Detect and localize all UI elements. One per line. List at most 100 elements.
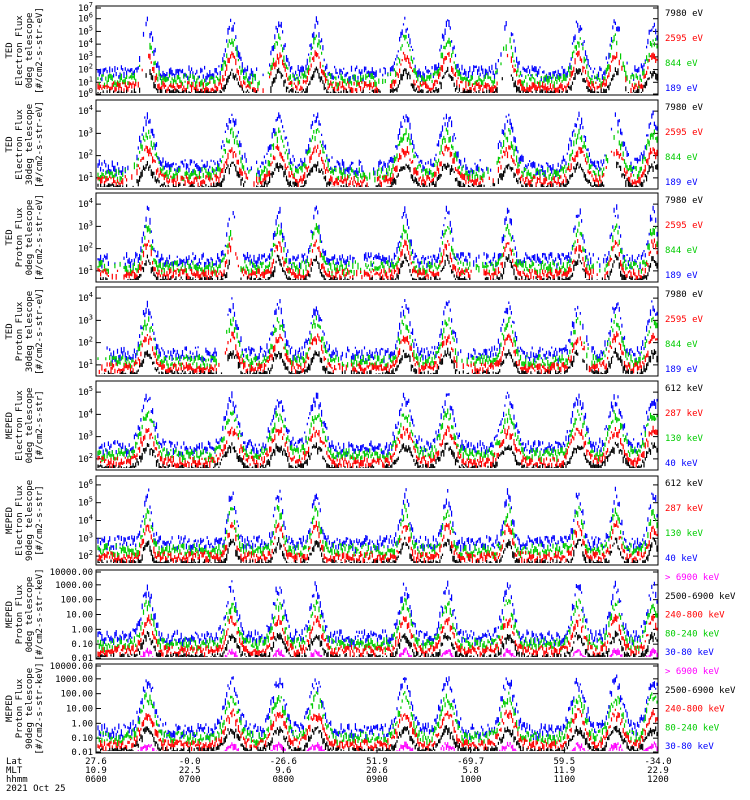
- y-axis-label: 90deg telescope: [25, 668, 35, 749]
- panel-7: 0.01 0.10 1.00 10.00 100.00 1000.00 10000.00 ME…: [5, 568, 736, 664]
- y-axis-label: Proton Flux: [15, 584, 25, 644]
- y-tick-label: 104: [78, 407, 93, 420]
- y-axis-label: Proton Flux: [15, 301, 25, 361]
- y-axis-label: Proton Flux: [15, 207, 25, 267]
- y-tick-label: 103: [78, 126, 93, 139]
- series-trace: [97, 127, 658, 184]
- legend-entry: 40 keV: [665, 459, 698, 469]
- legend-entry: 30-80 keV: [665, 742, 714, 752]
- legend-entry: 2595 eV: [665, 34, 704, 44]
- y-axis-label: Electron Flux: [15, 485, 25, 556]
- y-tick-label: 104: [78, 197, 93, 210]
- y-tick-label: 100.00: [60, 596, 93, 606]
- y-tick-label: 103: [78, 430, 93, 443]
- y-tick-label: 1000.00: [55, 675, 93, 685]
- y-tick-label: 0.01: [71, 654, 93, 664]
- y-tick-label: 103: [78, 50, 93, 63]
- y-axis-label: TED: [5, 229, 15, 245]
- x-tick-label-lat: -26.6: [270, 757, 297, 767]
- y-tick-label: 101: [78, 75, 93, 88]
- y-tick-label: 102: [78, 242, 93, 255]
- y-tick-label: 104: [78, 514, 93, 527]
- panel-3: 101 102 103 104 TED Proton Flux 0deg telescope…: [5, 192, 704, 283]
- y-tick-label: 10000.00: [50, 568, 93, 578]
- y-axis-label: [#/cm2-s-str]: [35, 390, 45, 460]
- legend-entry: 844 eV: [665, 340, 698, 350]
- y-tick-label: 100.00: [60, 690, 93, 700]
- legend-entry: 189 eV: [665, 271, 698, 281]
- y-axis-label: MEPED: [5, 412, 15, 439]
- legend-entry: 612 keV: [665, 479, 704, 489]
- legend-entry: 844 eV: [665, 59, 698, 69]
- y-tick-label: 107: [78, 1, 93, 14]
- legend-entry: 130 keV: [665, 529, 704, 539]
- y-axis-label: MEPED: [5, 695, 15, 722]
- y-tick-label: 103: [78, 313, 93, 326]
- y-tick-label: 101: [78, 358, 93, 371]
- series-trace: [97, 408, 658, 464]
- y-axis-label: Proton Flux: [15, 678, 25, 738]
- x-tick-label-hhmm: 1000: [460, 775, 482, 785]
- x-tick-label-mlt: 5.8: [463, 766, 479, 776]
- legend-entry: 2595 eV: [665, 315, 704, 325]
- y-axis-label: [#/cm2-s-str-keV]: [35, 662, 45, 754]
- series-trace: [97, 33, 658, 90]
- series-trace: [97, 614, 658, 657]
- y-tick-label: 106: [78, 12, 93, 25]
- series-trace: [97, 50, 658, 93]
- y-axis-label: MEPED: [5, 507, 15, 534]
- legend-entry: > 6900 keV: [665, 667, 720, 677]
- panel-4: 101 102 103 104 TED Proton Flux 30deg telescop…: [5, 286, 704, 377]
- legend-entry: 80-240 keV: [665, 723, 720, 733]
- x-tick-label-mlt: 11.9: [553, 766, 575, 776]
- panel-frame: [95, 99, 659, 190]
- y-tick-label: 10000.00: [50, 662, 93, 672]
- legend-entry: 7980 eV: [665, 290, 704, 300]
- x-tick-label-mlt: 22.9: [647, 766, 669, 776]
- y-tick-label: 101: [78, 264, 93, 277]
- y-axis-label: 90deg telescope: [25, 480, 35, 561]
- x-tick-label-mlt: 20.6: [366, 766, 388, 776]
- x-tick-label-mlt: 10.9: [85, 766, 107, 776]
- y-tick-label: 101: [78, 171, 93, 184]
- y-tick-label: 0.10: [71, 734, 93, 744]
- legend-entry: 240-800 keV: [665, 705, 725, 715]
- y-axis-label: [#/cm2-s-str]: [35, 485, 45, 555]
- x-tick-label-lat: 27.6: [85, 757, 107, 767]
- y-axis-label: TED: [5, 42, 15, 58]
- y-tick-label: 0.01: [71, 748, 93, 758]
- y-tick-label: 102: [78, 549, 93, 562]
- y-tick-label: 10.00: [66, 705, 93, 715]
- y-tick-label: 0.10: [71, 640, 93, 650]
- y-tick-label: 100: [78, 87, 93, 100]
- y-tick-label: 102: [78, 63, 93, 76]
- y-axis-label: Electron Flux: [15, 109, 25, 180]
- legend-entry: 2595 eV: [665, 128, 704, 138]
- series-trace: [97, 144, 658, 187]
- series-trace: [97, 221, 658, 277]
- series-trace: [97, 110, 658, 178]
- y-tick-label: 105: [78, 496, 93, 509]
- series-trace: [97, 674, 658, 741]
- y-tick-label: 102: [78, 149, 93, 162]
- y-tick-label: 10.00: [66, 611, 93, 621]
- y-tick-label: 106: [78, 478, 93, 491]
- y-axis-label: MEPED: [5, 601, 15, 628]
- x-tick-label-lat: -0.0: [179, 757, 201, 767]
- x-tick-label-lat: -69.7: [457, 757, 484, 767]
- series-trace: [97, 630, 658, 657]
- series-trace: [100, 253, 658, 280]
- y-axis-label: Electron Flux: [15, 390, 25, 461]
- y-tick-label: 1000.00: [55, 581, 93, 591]
- legend-entry: 80-240 keV: [665, 629, 720, 639]
- x-tick-label-lat: 51.9: [366, 757, 388, 767]
- y-tick-label: 102: [78, 336, 93, 349]
- y-axis-label: 0deg telescope: [25, 388, 35, 464]
- y-tick-label: 103: [78, 219, 93, 232]
- x-tick-label-hhmm: 0900: [366, 775, 388, 785]
- series-trace: [97, 536, 658, 563]
- series-trace: [97, 708, 658, 751]
- x-row-label: MLT: [6, 766, 23, 776]
- y-tick-label: 105: [78, 385, 93, 398]
